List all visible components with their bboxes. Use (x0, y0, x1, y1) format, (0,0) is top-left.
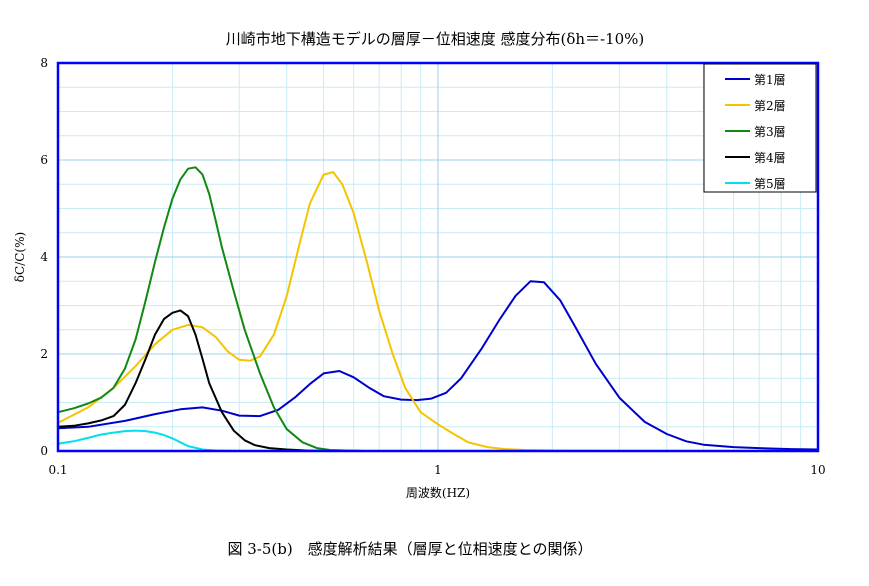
y-axis-label: δC/C(%) (13, 232, 27, 282)
x-tick-label: 0.1 (48, 463, 67, 477)
y-tick-label: 2 (40, 347, 48, 361)
x-axis-label: 周波数(HZ) (406, 485, 470, 500)
legend-label-1: 第1層 (754, 73, 786, 87)
series-line-2 (57, 171, 819, 452)
figure-caption: 図 3-5(b) 感度解析結果（層厚と位相速度との関係） (227, 540, 592, 558)
x-axis-ticks: 0.1 1 10 (48, 463, 825, 477)
series-line-1 (57, 280, 819, 451)
y-axis-ticks: 0 2 4 6 8 (40, 56, 48, 458)
y-tick-label: 6 (40, 153, 48, 167)
x-tick-label: 1 (434, 463, 442, 477)
y-tick-label: 0 (40, 444, 48, 458)
legend-label-3: 第3層 (754, 125, 786, 139)
legend-label-4: 第4層 (754, 151, 786, 165)
chart-title: 川崎市地下構造モデルの層厚－位相速度 感度分布(δh＝-10%) (226, 30, 645, 48)
y-tick-label: 4 (40, 250, 48, 264)
plot-area (56, 61, 820, 453)
legend-label-5: 第5層 (754, 177, 786, 191)
plot-frame (56, 61, 820, 453)
x-tick-label: 10 (810, 463, 825, 477)
legend-box (703, 63, 817, 193)
y-tick-label: 8 (40, 56, 48, 70)
legend-label-2: 第2層 (754, 99, 786, 113)
